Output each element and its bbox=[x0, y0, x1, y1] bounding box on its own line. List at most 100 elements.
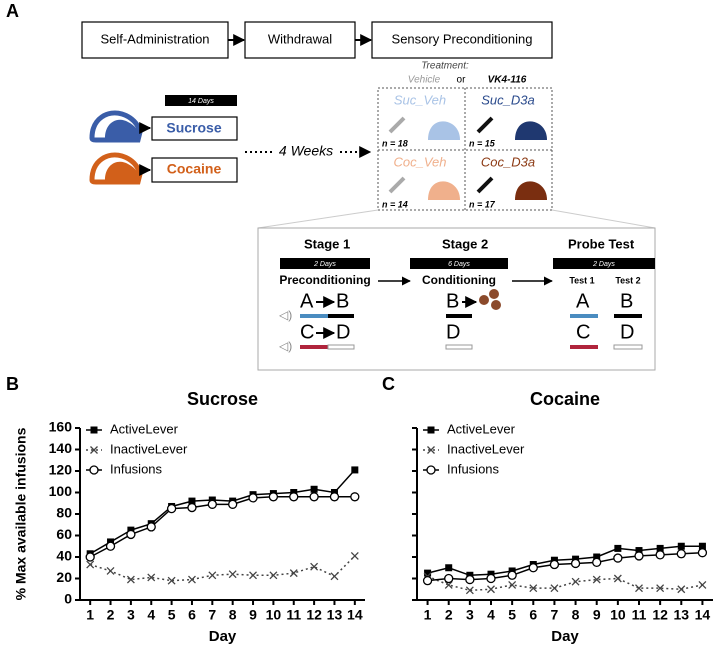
marker bbox=[289, 569, 298, 578]
cell-label: Coc_Veh bbox=[394, 154, 447, 169]
legend-label: Infusions bbox=[447, 461, 500, 476]
y-tick-label: 80 bbox=[56, 505, 72, 521]
marker bbox=[445, 564, 453, 572]
marker bbox=[570, 558, 581, 569]
x-tick-label: 1 bbox=[86, 607, 94, 623]
cell-label: Suc_Veh bbox=[394, 92, 446, 107]
group-label: Sucrose bbox=[166, 120, 221, 136]
legend-label: ActiveLever bbox=[110, 421, 179, 436]
panel-label: C bbox=[382, 374, 395, 394]
marker bbox=[655, 550, 665, 560]
marker bbox=[89, 465, 99, 475]
x-tick-label: 8 bbox=[229, 607, 237, 623]
marker bbox=[208, 571, 217, 580]
gap-label: 4 Weeks bbox=[279, 143, 333, 159]
marker bbox=[593, 553, 601, 561]
x-tick-label: 4 bbox=[487, 607, 495, 623]
zoom-line bbox=[551, 209, 656, 229]
phase-label: Preconditioning bbox=[279, 273, 370, 287]
y-axis-label: % Max available infusions bbox=[13, 427, 29, 600]
marker bbox=[86, 560, 95, 569]
n-label: n = 18 bbox=[382, 138, 408, 148]
series-line bbox=[427, 575, 703, 592]
cue-bar bbox=[328, 314, 354, 318]
marker bbox=[528, 563, 538, 573]
syringe-icon bbox=[388, 176, 406, 194]
marker bbox=[207, 499, 217, 509]
marker bbox=[427, 446, 435, 454]
x-tick-label: 6 bbox=[529, 607, 537, 623]
marker bbox=[85, 552, 95, 562]
stimulus: D bbox=[336, 321, 350, 343]
marker bbox=[698, 580, 707, 589]
marker bbox=[188, 575, 196, 584]
marker bbox=[228, 499, 238, 509]
x-tick-label: 9 bbox=[593, 607, 601, 623]
x-tick-label: 12 bbox=[652, 607, 668, 623]
marker bbox=[592, 557, 602, 568]
marker bbox=[529, 584, 538, 593]
stimulus: B bbox=[336, 290, 349, 312]
y-tick-label: 20 bbox=[56, 569, 72, 585]
marker bbox=[268, 492, 279, 502]
marker bbox=[613, 553, 623, 563]
stimulus: D bbox=[620, 321, 634, 343]
marker bbox=[330, 572, 339, 581]
stimulus: C bbox=[300, 321, 314, 343]
chart-title: Cocaine bbox=[530, 389, 600, 409]
cue-bar bbox=[445, 344, 473, 350]
treatment-or: or bbox=[457, 75, 467, 86]
marker bbox=[269, 571, 278, 580]
marker bbox=[634, 551, 644, 561]
y-tick-label: 140 bbox=[49, 440, 73, 456]
speaker-icon: ◁) bbox=[279, 339, 292, 353]
marker bbox=[167, 576, 176, 585]
panel-label: B bbox=[6, 374, 19, 394]
marker bbox=[187, 502, 197, 513]
x-tick-label: 3 bbox=[127, 607, 135, 623]
stage-title: Probe Test bbox=[568, 236, 635, 251]
marker bbox=[486, 573, 496, 584]
stimulus: C bbox=[576, 321, 590, 343]
y-tick-label: 120 bbox=[49, 462, 73, 478]
syringe-icon bbox=[476, 116, 494, 134]
pellet-icon bbox=[479, 289, 501, 310]
flow-label: Self-Administration bbox=[100, 31, 209, 46]
x-tick-label: 8 bbox=[572, 607, 580, 623]
x-tick-label: 2 bbox=[445, 607, 453, 623]
marker bbox=[146, 522, 156, 532]
marker bbox=[310, 562, 319, 571]
marker bbox=[635, 584, 643, 593]
flow-label: Sensory Preconditioning bbox=[392, 31, 533, 46]
y-tick-label: 60 bbox=[56, 526, 72, 542]
marker bbox=[614, 544, 622, 552]
flow-box bbox=[81, 21, 229, 59]
x-tick-label: 5 bbox=[168, 607, 176, 623]
series-line bbox=[89, 555, 356, 582]
marker bbox=[228, 570, 237, 579]
cue-bar bbox=[300, 314, 328, 318]
rat-icon bbox=[428, 121, 460, 140]
test-label: Test 1 bbox=[569, 275, 594, 285]
duration-label: 2 Days bbox=[313, 261, 336, 268]
group-label: Cocaine bbox=[167, 161, 222, 177]
stimulus: D bbox=[446, 321, 460, 343]
flow-label: Withdrawal bbox=[268, 31, 332, 46]
rat-icon bbox=[515, 121, 547, 140]
duration-label: 2 Days bbox=[592, 261, 615, 268]
phase-label: Conditioning bbox=[422, 273, 496, 287]
marker bbox=[465, 574, 475, 585]
cell-label: Suc_D3a bbox=[481, 92, 534, 107]
stage-title: Stage 1 bbox=[304, 236, 350, 251]
panel-label: A bbox=[6, 1, 19, 21]
zoom-line bbox=[257, 209, 379, 229]
marker bbox=[697, 548, 708, 558]
marker bbox=[592, 575, 601, 584]
x-tick-label: 10 bbox=[610, 607, 626, 623]
duration-bar bbox=[553, 258, 655, 269]
x-tick-label: 7 bbox=[208, 607, 216, 623]
y-tick-label: 100 bbox=[49, 483, 73, 499]
marker bbox=[188, 497, 196, 505]
cue-bar bbox=[327, 344, 355, 350]
